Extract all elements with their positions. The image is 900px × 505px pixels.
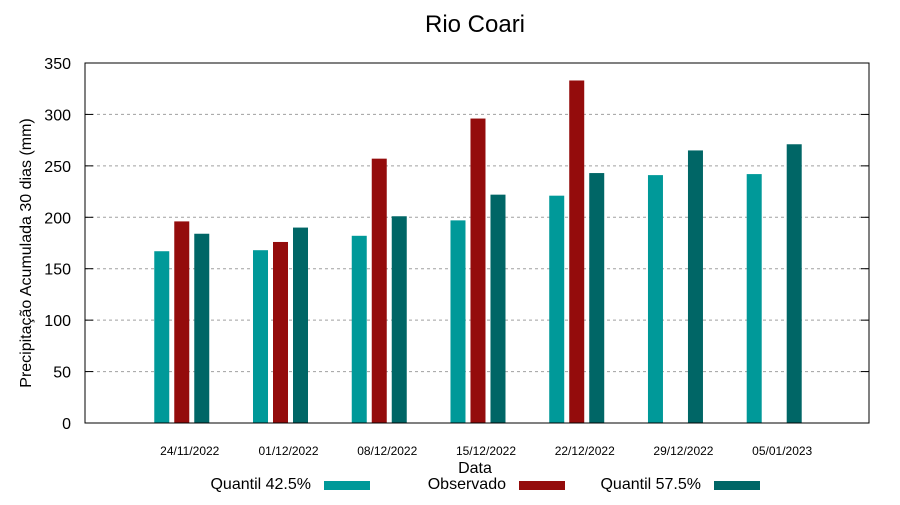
bar-quantil-42-5- <box>549 195 565 423</box>
bar-quantil-42-5- <box>450 220 466 423</box>
bar-quantil-42-5- <box>253 250 269 423</box>
bar-quantil-57-5- <box>589 173 605 423</box>
x-tick-label: 05/01/2023 <box>752 444 812 458</box>
bar-quantil-57-5- <box>687 150 703 423</box>
y-tick-label: 50 <box>53 365 71 382</box>
bar-quantil-42-5- <box>351 235 367 423</box>
bar-observado <box>569 80 585 423</box>
legend-swatch <box>324 481 370 490</box>
y-tick-label: 0 <box>62 416 71 433</box>
bar-quantil-57-5- <box>391 216 407 423</box>
x-tick-label: 24/11/2022 <box>160 444 219 458</box>
legend-swatch <box>519 481 565 490</box>
y-tick-label: 200 <box>44 210 71 227</box>
bar-quantil-57-5- <box>293 227 309 423</box>
y-tick-label: 250 <box>44 159 71 176</box>
y-tick-label: 100 <box>44 313 71 330</box>
legend-label: Quantil 42.5% <box>210 476 311 493</box>
x-tick-label: 15/12/2022 <box>456 444 516 458</box>
legend-label: Quantil 57.5% <box>600 476 701 493</box>
y-tick-label: 350 <box>44 56 71 73</box>
x-tick-label: 08/12/2022 <box>357 444 417 458</box>
bar-quantil-42-5- <box>746 174 762 423</box>
bar-observado <box>273 241 289 423</box>
plot-frame <box>84 62 870 424</box>
bar-observado <box>174 221 190 423</box>
x-axis-label: Data <box>458 460 492 477</box>
bar-quantil-42-5- <box>647 175 663 423</box>
bar-observado <box>470 118 486 424</box>
bar-quantil-57-5- <box>786 144 802 423</box>
y-axis-label: Precipitação Acumulada 30 dias (mm) <box>18 118 35 387</box>
bar-observado <box>371 158 387 423</box>
y-tick-label: 300 <box>44 107 71 124</box>
bar-quantil-57-5- <box>490 194 506 423</box>
bar-quantil-57-5- <box>194 233 210 423</box>
legend-swatch <box>714 481 760 490</box>
x-tick-label: 22/12/2022 <box>555 444 615 458</box>
chart-title: Rio Coari <box>425 11 525 38</box>
bar-quantil-42-5- <box>154 251 170 423</box>
y-tick-label: 150 <box>44 262 71 279</box>
x-tick-label: 29/12/2022 <box>653 444 713 458</box>
legend-label: Observado <box>428 476 506 493</box>
x-tick-label: 01/12/2022 <box>258 444 318 458</box>
